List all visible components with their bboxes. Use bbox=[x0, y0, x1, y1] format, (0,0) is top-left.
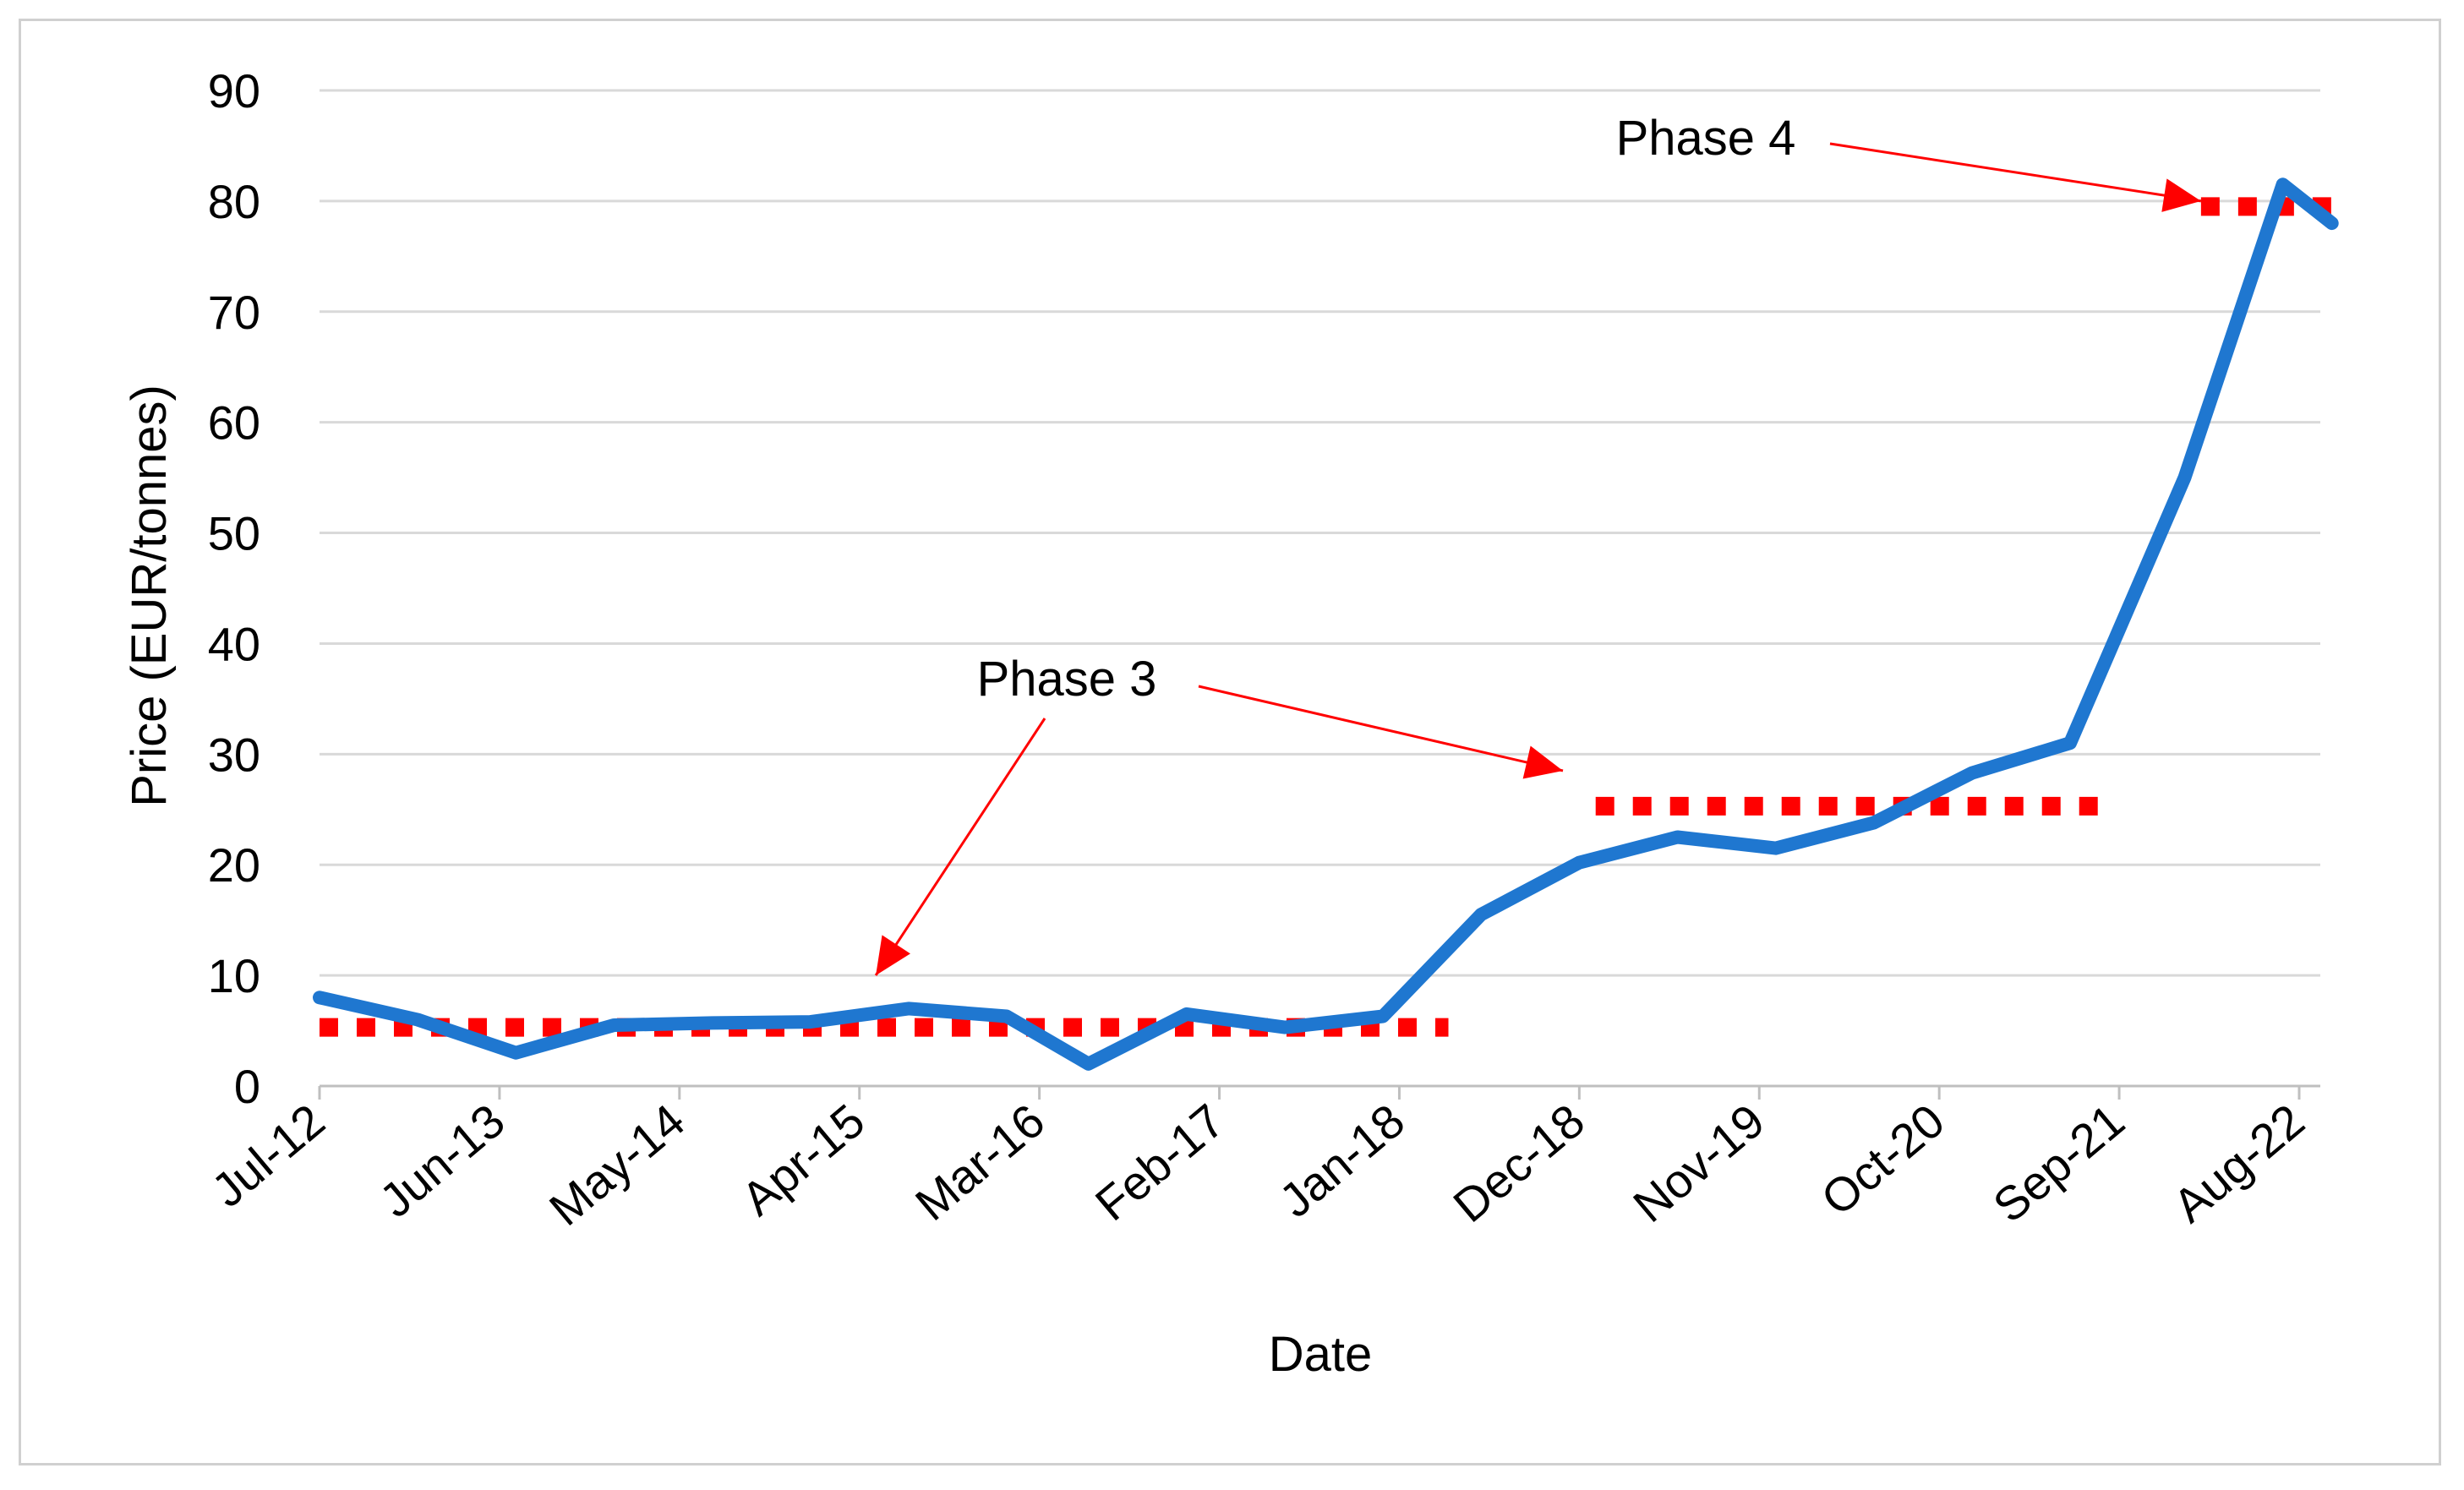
y-tick-label: 40 bbox=[208, 617, 260, 670]
annotation-arrow bbox=[1829, 142, 2202, 203]
x-tick-label: Jun-13 bbox=[369, 1094, 515, 1227]
axes: 0 10 20 30 40 50 60 70 80 90 Jul-12 Jun-13 May-14 Apr… bbox=[201, 64, 2320, 1236]
series-lines bbox=[313, 177, 2339, 1071]
y-tick-label: 60 bbox=[208, 396, 260, 450]
annotations: Phase 3 Phase 4 bbox=[874, 111, 2202, 976]
y-tick-label: 50 bbox=[208, 507, 260, 560]
x-tick-label: Jul-12 bbox=[201, 1094, 334, 1217]
y-tick-label: 90 bbox=[208, 64, 260, 117]
x-axis-title: Date bbox=[1269, 1327, 1373, 1382]
x-tick-label: Sep-21 bbox=[1983, 1094, 2134, 1232]
annotation-arrowhead bbox=[876, 935, 910, 976]
annotation-label: Phase 4 bbox=[1616, 111, 1796, 166]
x-tick-label: Feb-17 bbox=[1085, 1094, 1234, 1231]
x-tick-label: Aug-22 bbox=[2163, 1094, 2314, 1232]
y-tick-label: 30 bbox=[208, 728, 260, 781]
chart-frame bbox=[19, 19, 2441, 1465]
x-tick-label: Oct-20 bbox=[1811, 1094, 1954, 1225]
y-tick-label: 20 bbox=[208, 838, 260, 892]
y-tick-label: 0 bbox=[234, 1060, 260, 1113]
y-tick-label: 10 bbox=[208, 949, 260, 1002]
annotation-arrowhead bbox=[2161, 178, 2201, 212]
y-tick-label: 70 bbox=[208, 286, 260, 339]
series-line bbox=[313, 177, 2339, 1071]
annotation-arrowhead bbox=[1522, 745, 1564, 779]
y-axis-title: Price (EUR/tonnes) bbox=[122, 385, 177, 807]
x-tick-label: Mar-16 bbox=[905, 1094, 1054, 1231]
x-tick-label: Nov-19 bbox=[1623, 1094, 1774, 1232]
x-tick-label: Jan-18 bbox=[1269, 1094, 1414, 1227]
x-tick-label: May-14 bbox=[539, 1094, 695, 1236]
annotation-label: Phase 3 bbox=[977, 652, 1157, 707]
x-tick-label: Dec-18 bbox=[1443, 1094, 1594, 1232]
annotation-arrow bbox=[1198, 685, 1564, 772]
gridlines bbox=[320, 89, 2320, 977]
x-tick-label: Apr-15 bbox=[731, 1094, 874, 1225]
annotation-arrow bbox=[874, 718, 1046, 976]
reference-lines bbox=[320, 197, 2332, 1037]
y-tick-label: 80 bbox=[208, 175, 260, 228]
